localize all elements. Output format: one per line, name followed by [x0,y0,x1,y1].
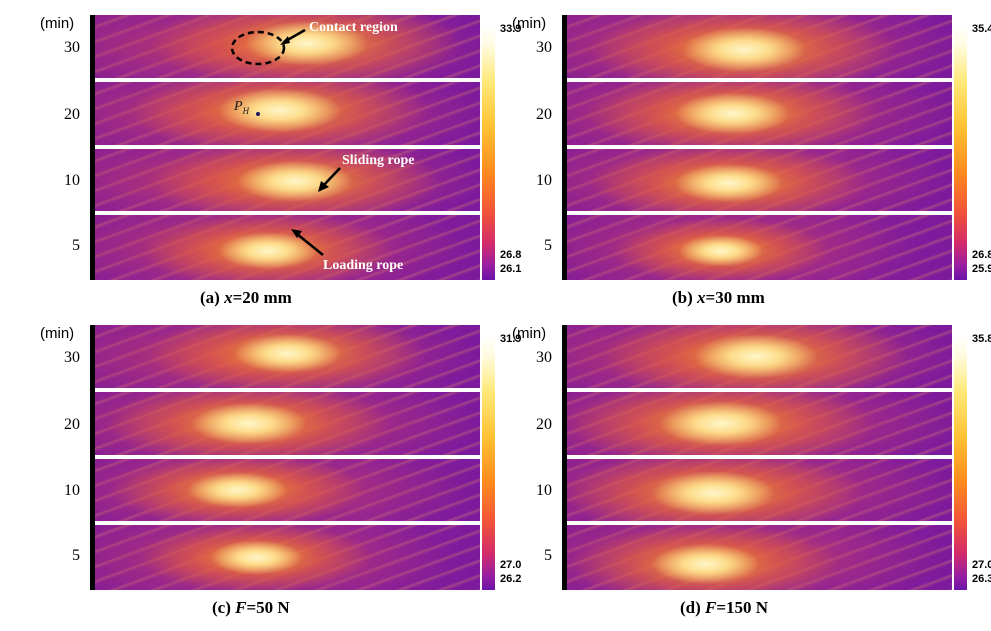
colorbar-mid: 27.0 [500,559,522,571]
thermal-image-5min [95,215,480,280]
panel-d: (min) 30 20 10 5 35.8 27.0 26.3 (d) F=15… [512,325,991,625]
time-axis-unit: (min) [512,325,547,342]
time-axis-line [562,15,567,280]
thermal-image-30min [95,325,480,388]
tick-20: 20 [64,416,80,433]
thermal-image-10min [567,149,952,211]
colorbar-max: 35.4 [972,23,991,35]
caption-d: (d) F=150 N [680,598,769,617]
tick-5: 5 [72,547,80,564]
annotation-sliding-rope: Sliding rope [342,153,415,168]
thermal-image-20min [95,392,480,455]
panel-c: (min) 30 20 10 5 31.9 27.0 26.2 (c) F=50… [40,325,522,625]
thermal-image-10min [95,149,480,211]
thermal-image-30min [567,325,952,388]
thermal-image-30min [95,15,480,78]
point-ph-marker [256,112,260,116]
tick-5: 5 [72,237,80,254]
point-ph-label: PH [234,99,250,116]
colorbar-min: 26.1 [500,263,522,275]
time-axis-unit: (min) [40,15,75,32]
colorbar-mid: 27.0 [972,559,991,571]
colorbar-max: 33.9 [500,23,522,35]
tick-20: 20 [64,106,80,123]
thermal-image-5min [95,525,480,590]
time-axis-line [90,325,95,590]
colorbar [482,335,495,590]
tick-10: 10 [536,172,552,189]
thermal-image-5min [567,215,952,280]
caption-a: (a) x=20 mm [200,288,292,307]
tick-10: 10 [64,172,80,189]
panel-a: (min) 30 20 10 5 33.9 26.8 26.1 Contact … [40,15,522,315]
colorbar-min: 26.3 [972,573,991,585]
tick-20: 20 [536,416,552,433]
colorbar-max: 31.9 [500,333,522,345]
colorbar [482,25,495,280]
tick-30: 30 [536,349,552,366]
thermal-image-10min [567,459,952,521]
time-axis-unit: (min) [512,15,547,32]
panel-b: (min) 30 20 10 5 35.4 26.8 25.9 (b) x=30… [512,15,991,315]
thermal-image-10min [95,459,480,521]
annotation-contact-region: Contact region [309,20,398,35]
tick-10: 10 [536,482,552,499]
caption-c: (c) F=50 N [212,598,290,617]
colorbar [954,25,967,280]
colorbar-mid: 26.8 [500,249,522,261]
tick-30: 30 [64,39,80,56]
annotation-loading-rope: Loading rope [323,258,404,273]
tick-20: 20 [536,106,552,123]
thermal-image-20min [567,392,952,455]
colorbar-mid: 26.8 [972,249,991,261]
tick-10: 10 [64,482,80,499]
time-axis-line [562,325,567,590]
caption-b: (b) x=30 mm [672,288,765,307]
time-axis-unit: (min) [40,325,75,342]
thermal-image-20min [95,82,480,145]
colorbar-max: 35.8 [972,333,991,345]
thermal-image-20min [567,82,952,145]
time-axis-line [90,15,95,280]
colorbar-min: 26.2 [500,573,522,585]
tick-5: 5 [544,237,552,254]
tick-30: 30 [64,349,80,366]
thermal-image-5min [567,525,952,590]
tick-5: 5 [544,547,552,564]
colorbar [954,335,967,590]
tick-30: 30 [536,39,552,56]
thermal-image-30min [567,15,952,78]
colorbar-min: 25.9 [972,263,991,275]
